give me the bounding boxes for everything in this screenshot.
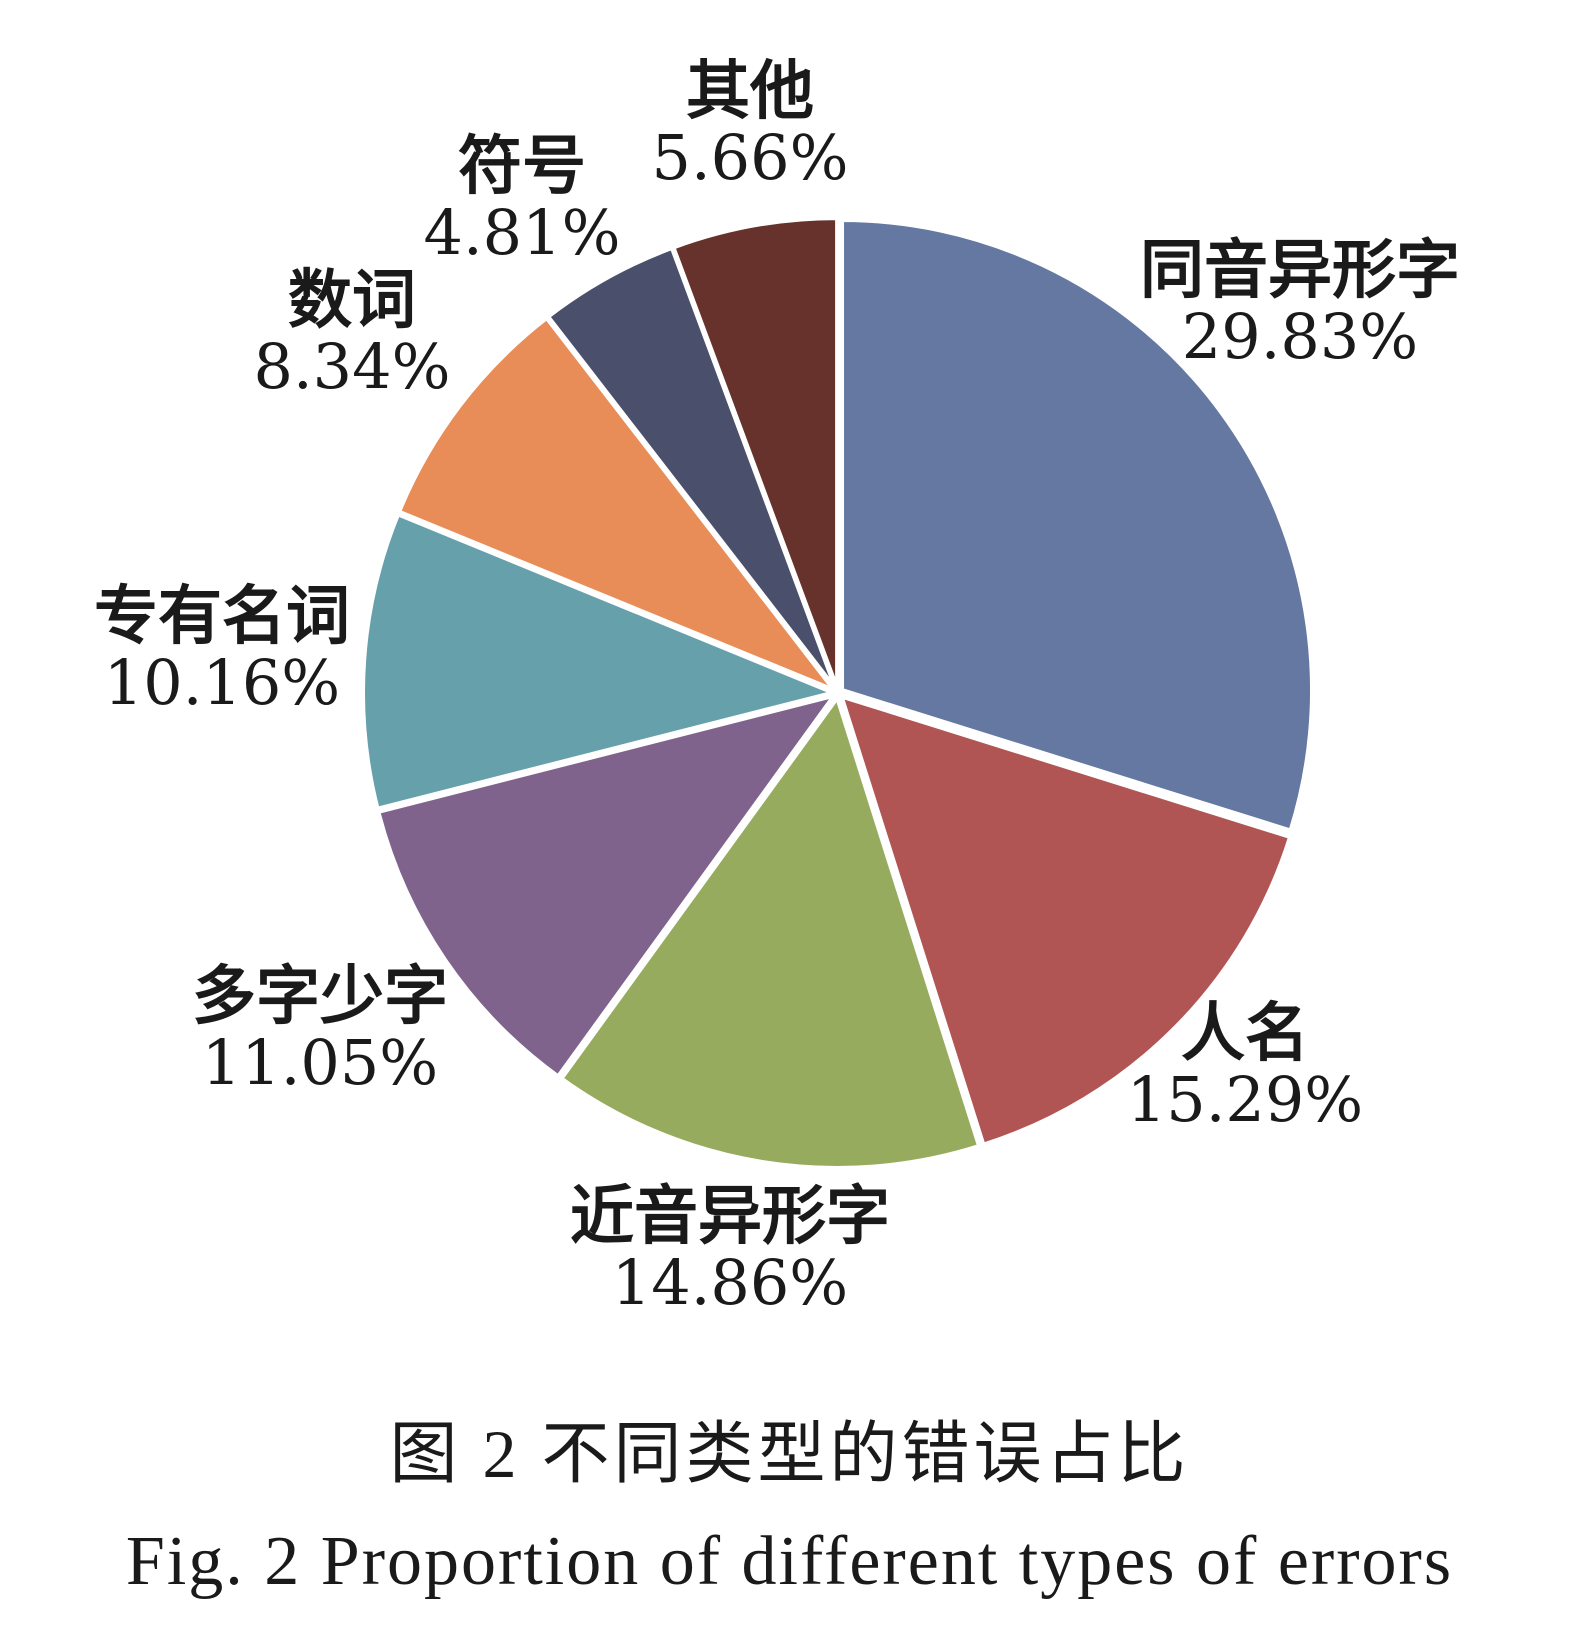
pie-slice-2 [838,693,1293,1148]
slice-value-2: 15.29% [1127,1063,1363,1136]
pie-slice-6 [396,315,841,695]
pie-slice-3 [558,693,982,1170]
figure-caption-en: Fig. 2 Proportion of different types of … [125,1523,1454,1600]
slice-label-8: 其他 [686,54,814,129]
slice-value-7: 4.81% [424,196,621,269]
slice-value-5: 10.16% [104,646,340,719]
slice-label-4: 多字少字 [192,959,448,1034]
slice-value-1: 29.83% [1182,300,1418,373]
slice-label-6: 数词 [288,263,416,338]
slice-label-3: 近音异形字 [570,1179,890,1254]
pie-slice-4 [375,692,839,1080]
pie-slice-8 [670,216,840,689]
slice-label-1: 同音异形字 [1140,233,1460,308]
pie-slice-1 [840,218,1315,834]
slice-value-6: 8.34% [254,330,451,403]
pie-slice-5 [361,511,840,812]
slice-value-3: 14.86% [612,1246,848,1319]
slice-value-8: 5.66% [652,121,849,194]
figure-caption-cn: 图 2 不同类型的错误占比 [389,1416,1190,1492]
slice-label-2: 人名 [1181,996,1309,1071]
slice-value-4: 11.05% [202,1026,438,1099]
slice-label-5: 专有名词 [94,579,350,654]
slice-label-7: 符号 [458,129,586,204]
